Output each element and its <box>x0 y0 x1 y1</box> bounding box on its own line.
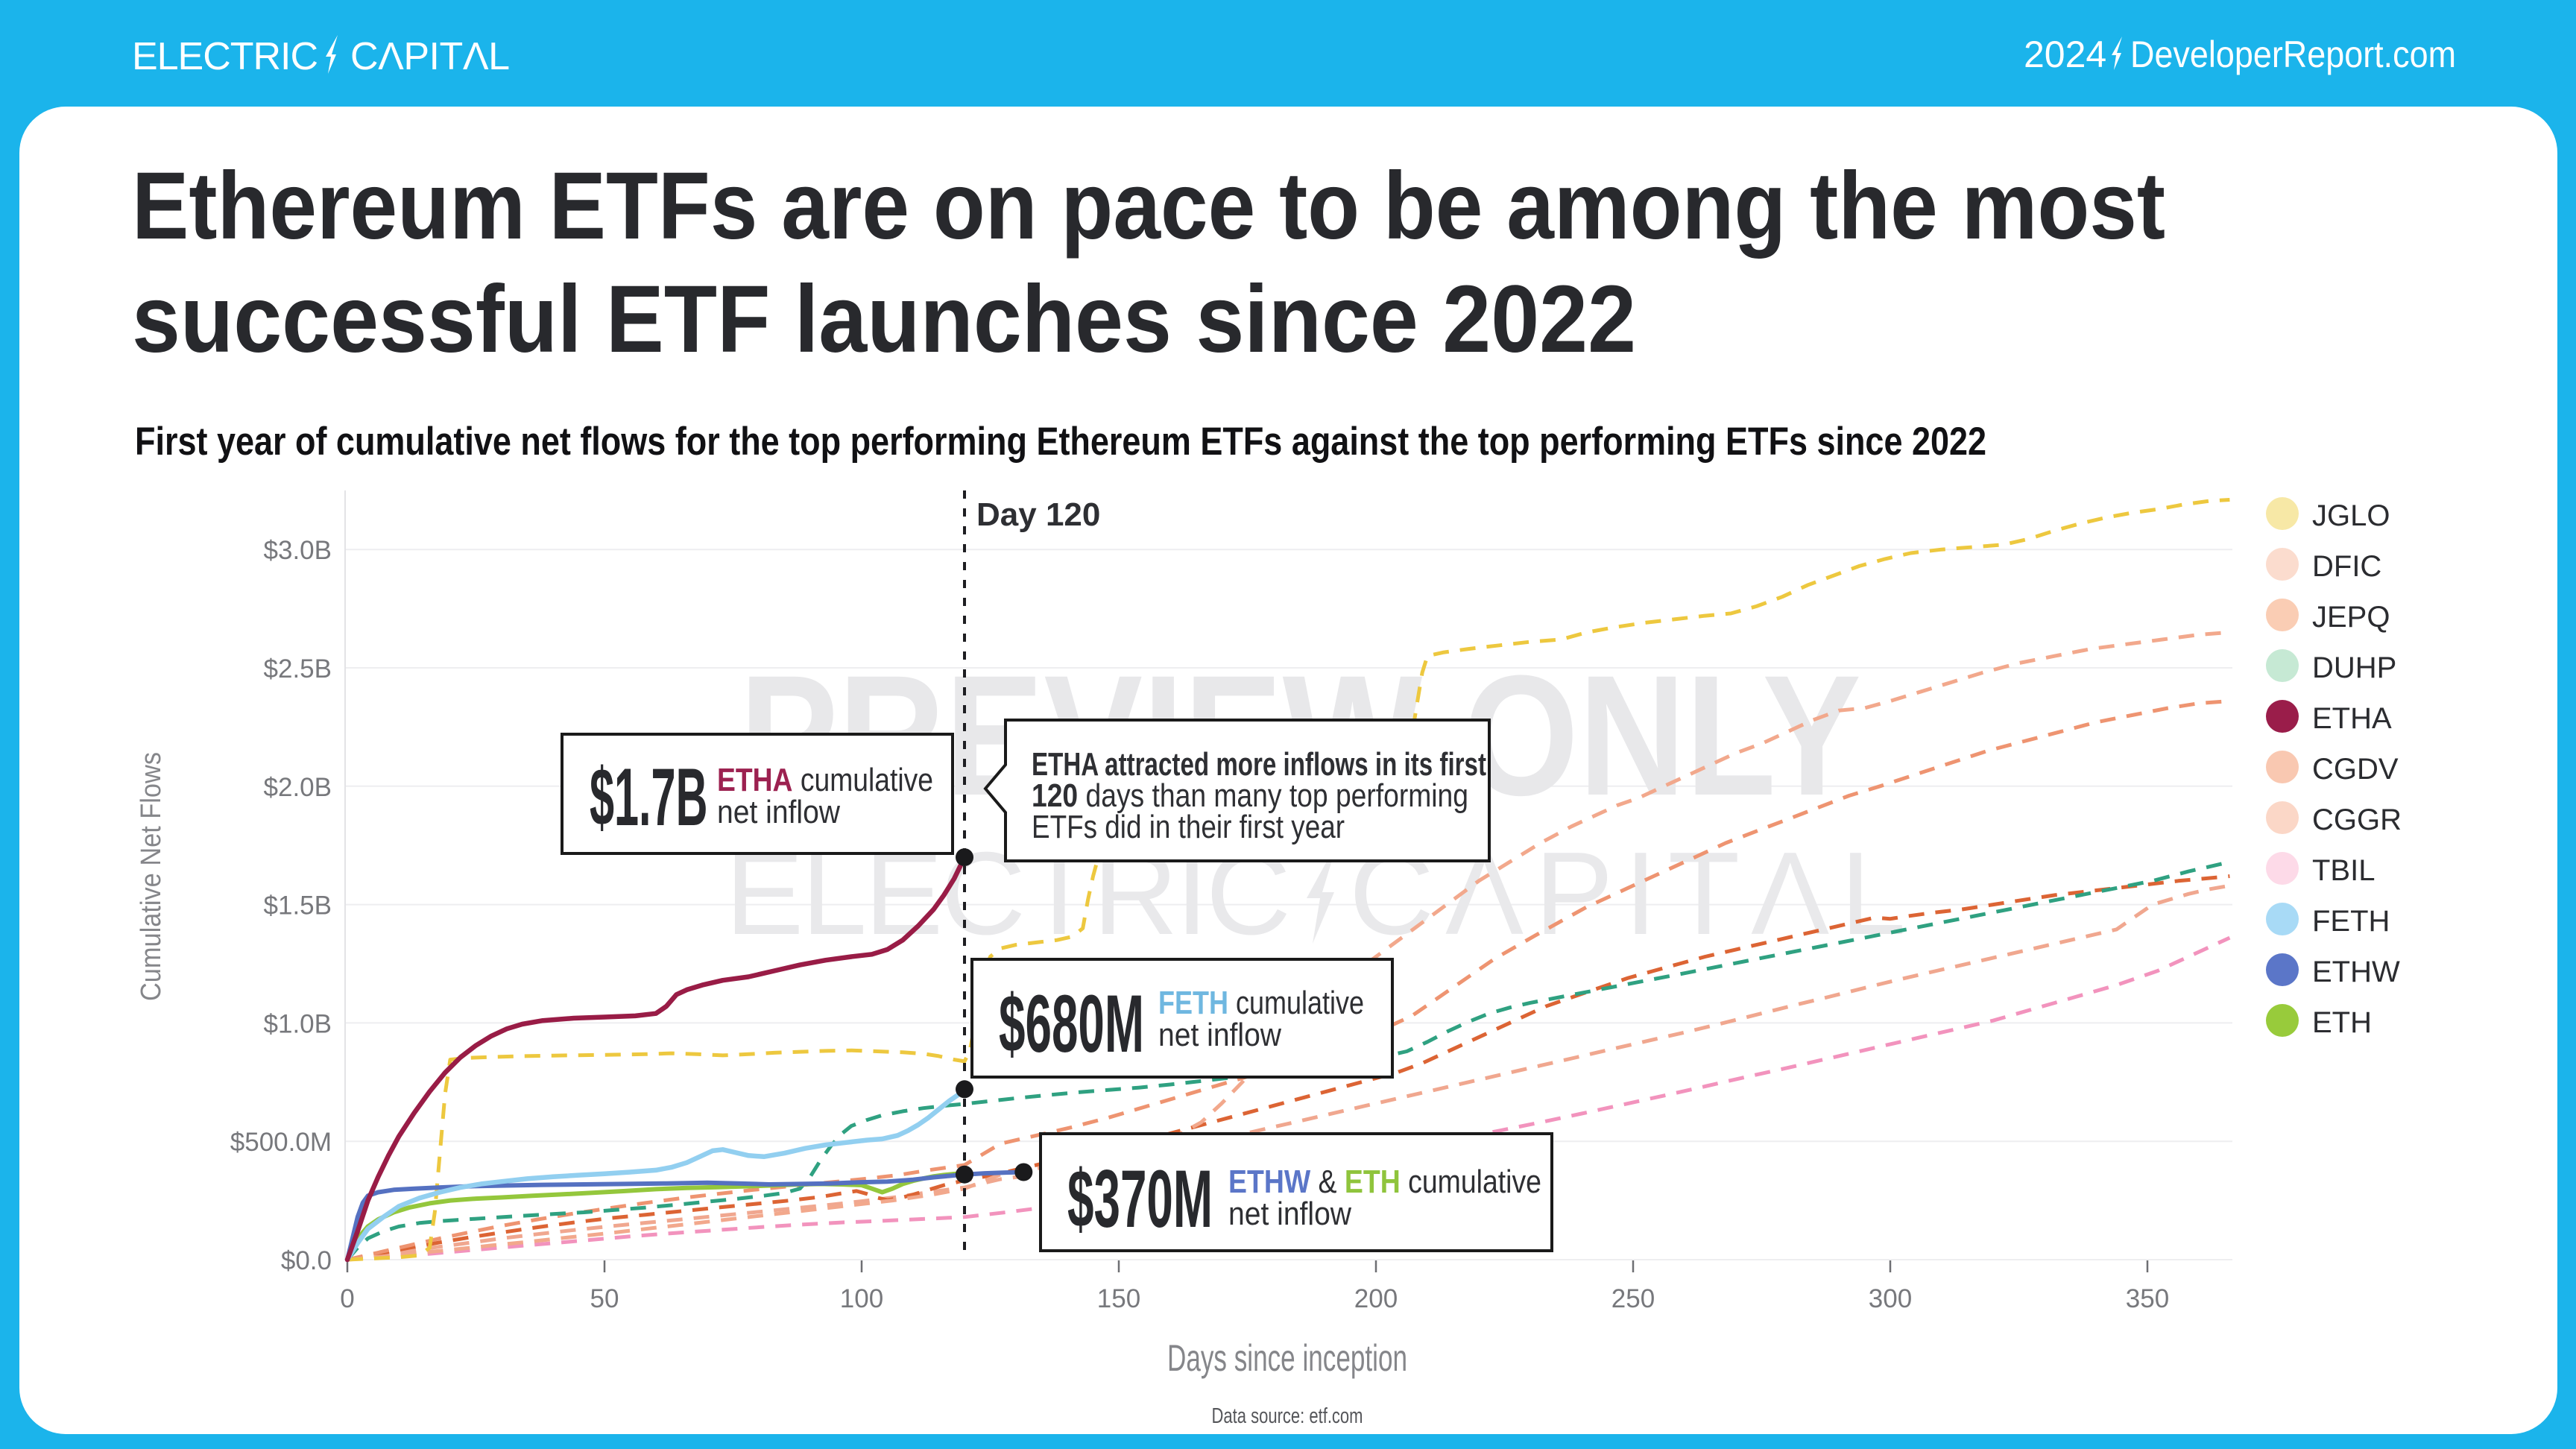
svg-text:net inflow: net inflow <box>717 794 840 830</box>
svg-text:Data source: etf.com: Data source: etf.com <box>1212 1404 1363 1428</box>
svg-text:DFIC: DFIC <box>2312 550 2381 583</box>
svg-text:$3.0B: $3.0B <box>264 536 332 565</box>
svg-text:120 days than many top perform: 120 days than many top performing <box>1032 777 1468 814</box>
svg-text:$1.5B: $1.5B <box>264 891 332 921</box>
svg-text:successful ETF launches since: successful ETF launches since 2022 <box>132 266 1636 373</box>
svg-text:250: 250 <box>1611 1284 1655 1313</box>
svg-text:ETH: ETH <box>2312 1006 2372 1039</box>
svg-text:TBIL: TBIL <box>2312 854 2375 887</box>
svg-text:200: 200 <box>1354 1284 1398 1313</box>
svg-text:$680M: $680M <box>999 979 1144 1070</box>
svg-text:net inflow: net inflow <box>1158 1017 1281 1053</box>
svg-text:FETH: FETH <box>2312 905 2390 938</box>
svg-text:50: 50 <box>590 1284 619 1313</box>
svg-text:First year of cumulative net f: First year of cumulative net flows for t… <box>135 420 1986 464</box>
svg-text:net inflow: net inflow <box>1228 1196 1351 1232</box>
svg-text:$2.5B: $2.5B <box>264 654 332 684</box>
svg-text:CGGR: CGGR <box>2312 804 2402 836</box>
svg-text:0: 0 <box>340 1284 354 1313</box>
svg-text:ETFs did in their first year: ETFs did in their first year <box>1032 809 1345 845</box>
svg-text:100: 100 <box>840 1284 883 1313</box>
svg-text:$500.0M: $500.0M <box>230 1128 332 1157</box>
svg-text:CGDV: CGDV <box>2312 753 2399 786</box>
svg-text:Days since inception: Days since inception <box>1167 1337 1407 1379</box>
svg-text:DUHP: DUHP <box>2312 651 2396 684</box>
svg-text:ETHA cumulative: ETHA cumulative <box>717 762 933 798</box>
svg-text:ETHW & ETH cumulative: ETHW & ETH cumulative <box>1228 1164 1541 1200</box>
svg-text:JGLO: JGLO <box>2312 499 2390 532</box>
svg-text:$1.7B: $1.7B <box>590 751 707 842</box>
svg-text:Ethereum ETFs are on pace to b: Ethereum ETFs are on pace to be among th… <box>132 153 2165 259</box>
svg-text:ETHW: ETHW <box>2312 956 2400 988</box>
svg-text:ETHA: ETHA <box>2312 702 2392 735</box>
svg-text:JEPQ: JEPQ <box>2312 601 2390 634</box>
svg-text:150: 150 <box>1097 1284 1140 1313</box>
svg-text:FETH cumulative: FETH cumulative <box>1158 985 1364 1021</box>
svg-text:$1.0B: $1.0B <box>264 1009 332 1038</box>
svg-text:Day 120: Day 120 <box>976 496 1100 533</box>
svg-text:$0.0: $0.0 <box>281 1246 332 1275</box>
svg-text:2024: 2024 <box>2024 34 2106 75</box>
svg-text:$2.0B: $2.0B <box>264 773 332 802</box>
svg-text:ETHA attracted more inflows in: ETHA attracted more inflows in its first <box>1032 746 1486 783</box>
svg-text:Cumulative Net Flows: Cumulative Net Flows <box>136 752 167 1001</box>
svg-text:DeveloperReport.com: DeveloperReport.com <box>2130 34 2456 75</box>
svg-text:$370M: $370M <box>1067 1154 1213 1245</box>
svg-text:350: 350 <box>2126 1284 2169 1313</box>
svg-text:300: 300 <box>1869 1284 1912 1313</box>
svg-text:CΛPITΛL: CΛPITΛL <box>350 35 511 78</box>
svg-text:ELECTRIC: ELECTRIC <box>132 35 320 78</box>
